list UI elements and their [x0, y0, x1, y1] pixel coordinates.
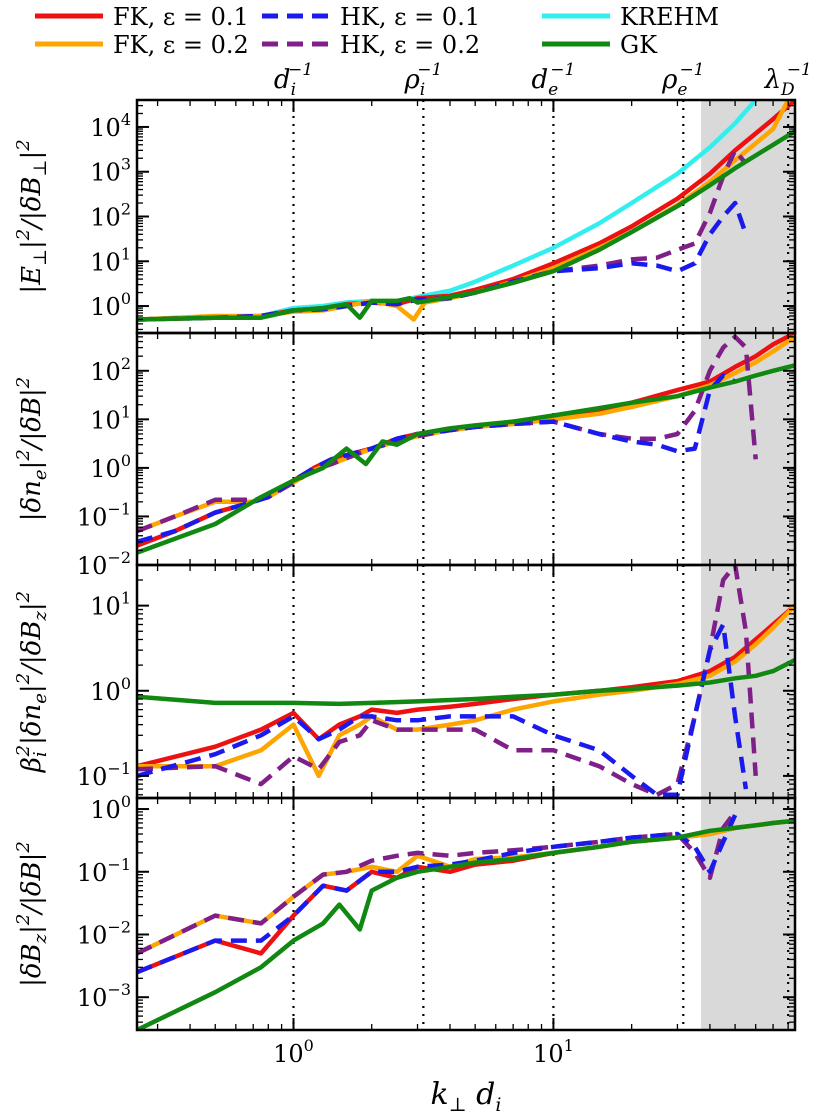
y-tick-label: 10−1 [77, 499, 131, 531]
scale-marker-rho_e: ρe−1 [661, 60, 704, 100]
scale-marker-rho_i: ρi−1 [403, 60, 442, 100]
y-tick-label: 100 [90, 792, 131, 824]
series-line-gk [137, 657, 795, 707]
panel-frame [135, 796, 797, 1032]
y-tick-label: 101 [90, 244, 131, 276]
legend-entry-krehm: KREHM [542, 3, 719, 31]
x-axis-label: k⊥ di [431, 1077, 502, 1116]
scale-marker-d_i: di−1 [274, 60, 313, 100]
shaded-region [701, 333, 795, 565]
legend-label-fk01: FK, ε = 0.1 [113, 3, 249, 31]
series-line-hk02 [137, 565, 758, 798]
y-tick-label: 10−1 [77, 855, 131, 887]
series-line-hk01 [137, 622, 749, 798]
series-line-fk02 [137, 604, 795, 779]
series-group [137, 810, 795, 1030]
y-tick-label: 10−2 [77, 548, 131, 580]
series-line-fk02 [137, 818, 795, 956]
y-tick-label: 102 [90, 200, 131, 232]
series-group [137, 333, 795, 555]
y-axis-label: βi2|δne|2/|δBz|2 [13, 591, 51, 773]
series-group [137, 565, 795, 798]
x-tick-label: 101 [533, 1036, 574, 1068]
series-line-gk [137, 363, 795, 555]
y-tick-label: 102 [90, 354, 131, 386]
series-line-gk [137, 129, 795, 322]
legend-label-hk01: HK, ε = 0.1 [340, 3, 480, 31]
legend-label-gk: GK [620, 31, 658, 59]
series-line-hk02 [137, 334, 758, 534]
legend-label-krehm: KREHM [620, 3, 719, 31]
panel-frame [135, 98, 797, 335]
y-tick-label: 100 [90, 451, 131, 483]
y-tick-label: 101 [90, 589, 131, 621]
panels: 100101102103104|E⊥|2/|δB⊥|210−210−110010… [13, 98, 797, 1032]
legend-entry-gk: GK [542, 31, 658, 59]
legend-label-fk02: FK, ε = 0.2 [113, 31, 249, 59]
y-tick-label: 10−2 [77, 917, 131, 949]
y-axis-label: |δne|2/|δB|2 [13, 377, 51, 522]
series-line-krehm [137, 100, 758, 322]
panel-E_perp: 100 101 102 103 104 |E⊥|2/|δB⊥|2 [13, 98, 797, 335]
legend-entry-hk01: HK, ε = 0.1 [262, 3, 480, 31]
legend-entry-fk02: FK, ε = 0.2 [35, 31, 249, 59]
scale-marker-labels: di−1 ρi−1 de−1 ρe−1 λD−1 [274, 60, 812, 100]
legend-label-hk02: HK, ε = 0.2 [340, 31, 480, 59]
legend: FK, ε = 0.1FK, ε = 0.2 HK, ε = 0.1HK, ε =… [35, 3, 719, 59]
y-tick-label: 100 [90, 289, 131, 321]
y-tick-label: 10−3 [77, 980, 131, 1012]
series-line-fk01 [137, 818, 795, 975]
legend-entry-hk02: HK, ε = 0.2 [262, 31, 480, 59]
y-tick-label: 103 [90, 155, 131, 187]
y-axis-label: |δBz|2/|δB|2 [13, 841, 51, 987]
scale-marker-lambda_D: λD−1 [764, 60, 812, 100]
panel-dB_z: 10−3 10−2 10−1 100 |δBz|2/|δB|2 [13, 792, 797, 1032]
shaded-region [701, 100, 795, 333]
legend-entry-fk01: FK, ε = 0.1 [35, 3, 249, 31]
y-tick-label: 100 [90, 674, 131, 706]
series-line-gk [137, 818, 795, 1030]
y-tick-label: 104 [90, 110, 131, 142]
x-tick-label: 100 [273, 1036, 314, 1068]
y-axis-label: |E⊥|2/|δB⊥|2 [13, 139, 51, 293]
panel-beta_dn_e: 10−1 100 101 βi2|δne|2/|δBz|2 [13, 563, 797, 800]
series-group [137, 100, 795, 322]
shaded-region [701, 798, 795, 1030]
scale-marker-d_e: de−1 [532, 60, 576, 100]
series-line-hk02 [137, 810, 737, 956]
x-axis: 100 101 k⊥ di [273, 1036, 574, 1116]
y-tick-label: 10−1 [77, 759, 131, 791]
y-tick-label: 101 [90, 402, 131, 434]
series-line-hk01 [137, 373, 737, 544]
panel-dn_e: 10−2 10−1 100 101 102 |δne|2/|δB|2 [13, 331, 797, 580]
